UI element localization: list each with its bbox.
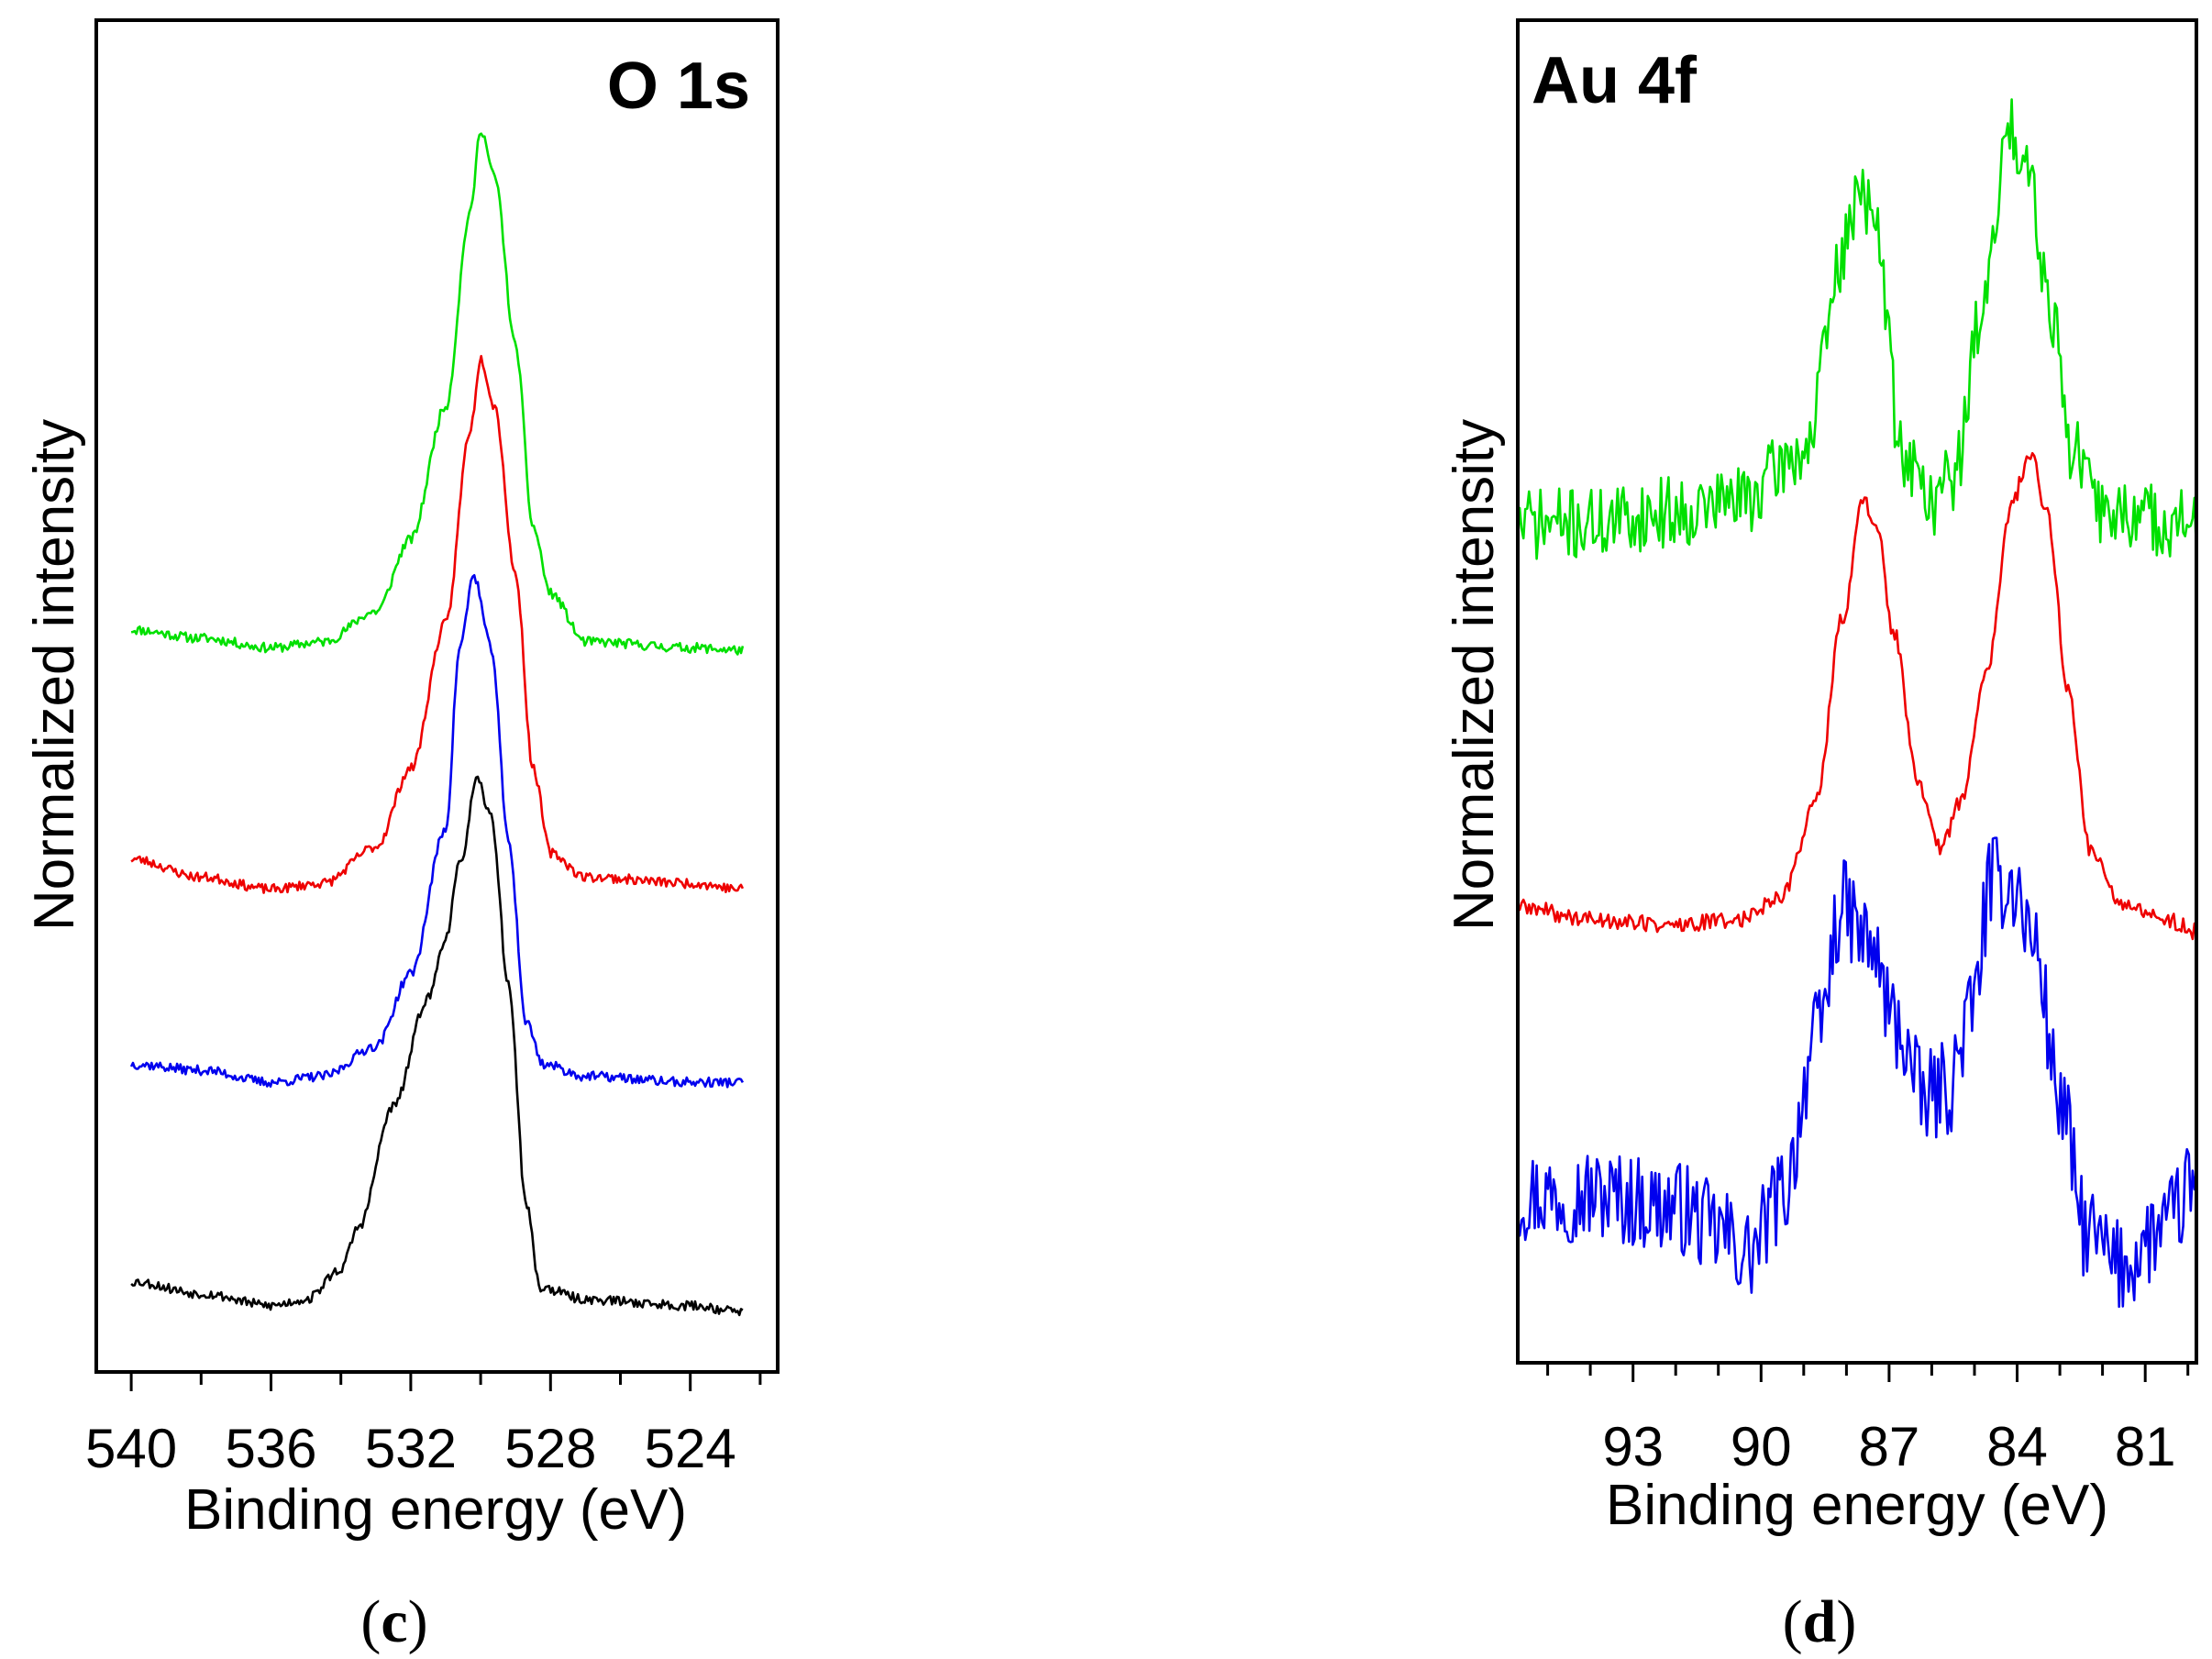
panel-d-xtick-label: 87: [1859, 1416, 1920, 1477]
panel-d-xtick-label: 90: [1731, 1416, 1792, 1477]
panel-c-series-black: [130, 775, 744, 1317]
panel-c-xtick-label: 524: [645, 1418, 736, 1479]
panel-c-xlabel: Binding energy (eV): [184, 1478, 687, 1542]
panel-d: 93 90 87 84 81 Au 4f Normalized intensity Bi…: [1443, 18, 2198, 1655]
panel-d-xtick-label: 84: [1986, 1416, 2048, 1477]
panel-d-xtick-label: 81: [2115, 1416, 2176, 1477]
panel-d-series-group: [1516, 98, 2198, 1309]
panel-c-series-blue: [129, 574, 745, 1089]
panel-c-xtick-labels: 540 536 532 528 524: [85, 1418, 736, 1479]
panel-d-series-red: [1517, 451, 2198, 941]
panel-c-label: (c): [360, 1588, 427, 1655]
panel-c-ylabel: Normalized intensity: [23, 419, 86, 931]
panel-d-ylabel: Normalized intensity: [1443, 419, 1506, 931]
panel-c-series-group: [129, 132, 745, 1317]
panel-c-xtick-label: 528: [504, 1418, 596, 1479]
panel-d-series-green: [1516, 98, 2198, 560]
panel-c-plot-frame: [94, 18, 780, 1374]
panel-d-xticks: [1546, 1363, 2190, 1382]
panel-c-series-red: [130, 355, 745, 894]
panel-c-series-green: [130, 132, 745, 656]
panel-c-title: O 1s: [607, 50, 750, 123]
panel-c-xtick-label: 532: [365, 1418, 457, 1479]
panel-d-xlabel: Binding energy (eV): [1606, 1474, 2108, 1537]
panel-c: 540 536 532 528 524 O 1s Normalized intensit…: [23, 18, 780, 1655]
panel-d-xtick-labels: 93 90 87 84 81: [1602, 1416, 2175, 1477]
panel-c-xtick-label: 536: [225, 1418, 316, 1479]
panel-d-label: (d): [1783, 1588, 1857, 1655]
panel-d-plot-frame: [1516, 18, 2198, 1365]
panel-d-title: Au 4f: [1532, 44, 1698, 117]
panel-c-xticks: [129, 1372, 762, 1391]
panel-d-xtick-label: 93: [1602, 1416, 1664, 1477]
panel-d-series-blue: [1516, 836, 2198, 1309]
panel-c-xtick-label: 540: [85, 1418, 177, 1479]
